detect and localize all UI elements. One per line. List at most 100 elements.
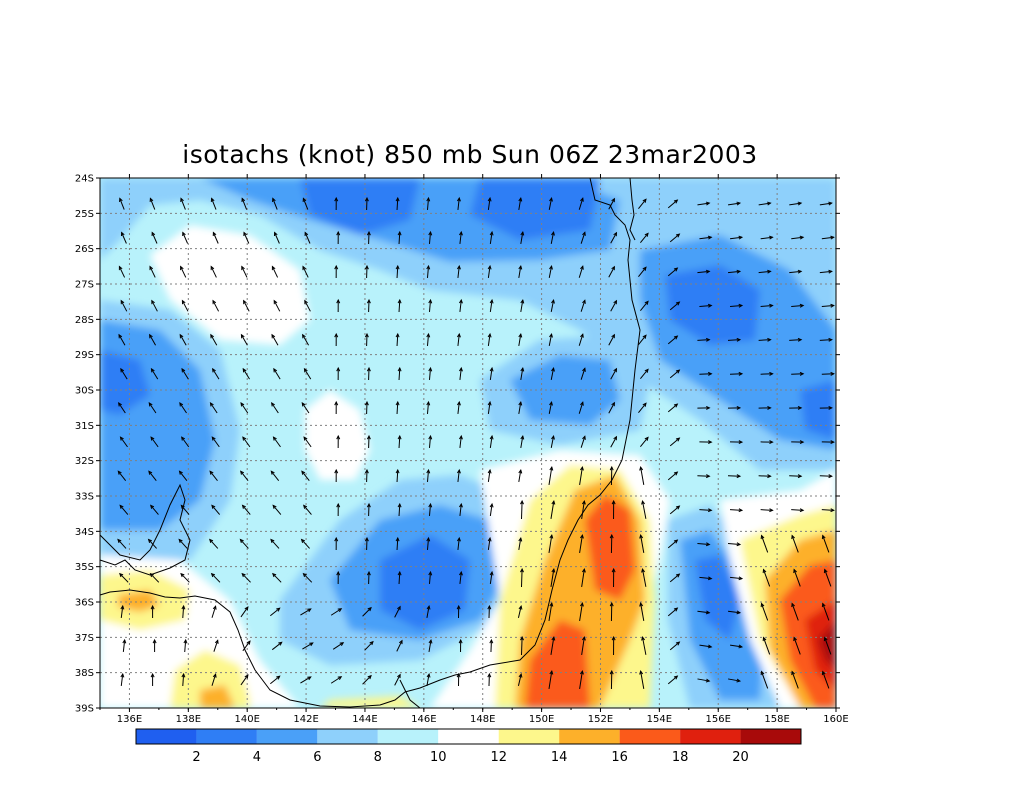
lat-tick-label: 32S: [75, 456, 94, 467]
wind-arrow: [241, 572, 251, 583]
wind-arrow: [548, 264, 553, 278]
wind-arrow: [580, 367, 586, 380]
wind-arrow: [819, 405, 833, 410]
wind-arrow: [489, 366, 494, 381]
wind-arrow: [395, 400, 400, 415]
wind-arrow: [667, 199, 679, 209]
colorbar-swatch: [559, 729, 620, 744]
wind-arrow: [548, 465, 554, 485]
wind-arrow: [791, 303, 805, 308]
wind-arrow: [122, 638, 127, 653]
wind-arrow: [181, 672, 186, 687]
wind-arrow: [458, 366, 463, 381]
wind-arrow: [332, 642, 345, 650]
wind-arrow: [243, 231, 250, 244]
wind-arrow: [578, 401, 584, 414]
wind-arrow: [149, 265, 156, 278]
wind-arrow: [791, 534, 799, 553]
wind-arrow: [458, 570, 463, 585]
wind-arrow: [270, 607, 281, 617]
wind-arrow: [456, 264, 461, 279]
lat-tick-label: 31S: [75, 421, 94, 432]
wind-arrow: [458, 638, 463, 653]
wind-arrow: [364, 640, 374, 651]
wind-arrow: [579, 465, 584, 485]
wind-arrow: [729, 371, 744, 376]
wind-arrow: [242, 436, 251, 448]
wind-arrow: [272, 504, 282, 515]
wind-arrow: [395, 332, 400, 347]
colorbar: 2 4 6 8 10 12 14 16 18 20: [135, 728, 802, 765]
wind-arrow: [395, 536, 400, 551]
lat-tick-label: 26S: [75, 244, 94, 255]
wind-arrow: [639, 602, 645, 621]
colorbar-swatch: [498, 729, 560, 744]
wind-arrow: [610, 231, 618, 244]
wind-arrow: [209, 470, 218, 482]
lon-tick-label: 154E: [647, 714, 672, 725]
wind-arrow: [120, 672, 125, 687]
wind-arrow: [639, 466, 645, 485]
lat-tick-label: 39S: [75, 704, 94, 715]
wind-arrow: [362, 606, 372, 617]
wind-arrow: [301, 402, 310, 414]
wind-arrow: [487, 400, 492, 415]
wind-arrow: [667, 675, 679, 685]
wind-arrow: [760, 602, 769, 621]
wind-arrow: [697, 269, 711, 274]
wind-arrow: [580, 299, 586, 312]
wind-arrow: [791, 235, 805, 240]
colorbar-label: 6: [313, 750, 321, 765]
lat-tick-label: 29S: [75, 350, 94, 361]
wind-arrow: [149, 197, 156, 210]
wind-arrow: [181, 604, 186, 619]
lat-tick-label: 30S: [75, 386, 94, 397]
wind-arrow: [669, 437, 681, 447]
wind-arrow: [397, 502, 402, 517]
wind-arrow: [821, 371, 835, 376]
wind-arrow: [303, 504, 312, 515]
wind-arrow: [362, 674, 372, 685]
wind-arrow: [548, 669, 554, 689]
wind-arrow: [148, 402, 157, 414]
wind-arrow: [789, 474, 803, 479]
wind-arrow: [456, 196, 461, 211]
wind-arrow: [211, 436, 220, 448]
lon-tick-label: 160E: [823, 714, 848, 725]
wind-arrow: [578, 265, 584, 278]
lon-tick-label: 138E: [176, 714, 201, 725]
wind-arrow: [821, 534, 830, 553]
wind-arrow: [791, 670, 799, 689]
map-frame: [99, 177, 837, 709]
wind-arrow: [548, 400, 553, 414]
wind-arrow: [271, 333, 279, 346]
wind-arrow: [270, 538, 280, 549]
wind-arrow: [638, 266, 647, 277]
wind-arrow: [397, 298, 402, 313]
wind-arrow: [118, 265, 126, 278]
colorbar-label: 20: [732, 750, 749, 765]
wind-arrow: [609, 669, 614, 690]
wind-arrow: [428, 570, 433, 585]
wind-arrow: [181, 436, 190, 448]
wind-arrow: [270, 470, 280, 482]
map-title: isotachs (knot) 850 mb Sun 06Z 23mar2003: [182, 140, 758, 169]
wind-arrow: [667, 607, 679, 617]
wind-arrow: [334, 196, 339, 211]
wind-arrow: [669, 301, 681, 311]
latitude-ticks: 24S 25S 26S 27S 28S 29S 30S 31S 32S 33S 34S 35S 36S 3…: [75, 174, 840, 715]
wind-arrow: [638, 334, 647, 345]
wind-arrow: [212, 367, 220, 380]
wind-arrow: [243, 299, 250, 312]
colorbar-swatch: [196, 729, 257, 744]
colorbar-label: 10: [430, 750, 447, 765]
wind-arrow: [456, 468, 461, 483]
wind-arrow: [520, 366, 525, 380]
colorbar-swatch: [136, 729, 197, 744]
wind-arrow: [152, 638, 157, 653]
wind-arrow: [579, 533, 584, 553]
wind-arrow: [242, 367, 250, 380]
wind-arrow: [821, 508, 835, 513]
wind-arrow: [487, 536, 492, 551]
wind-arrow: [211, 605, 217, 618]
